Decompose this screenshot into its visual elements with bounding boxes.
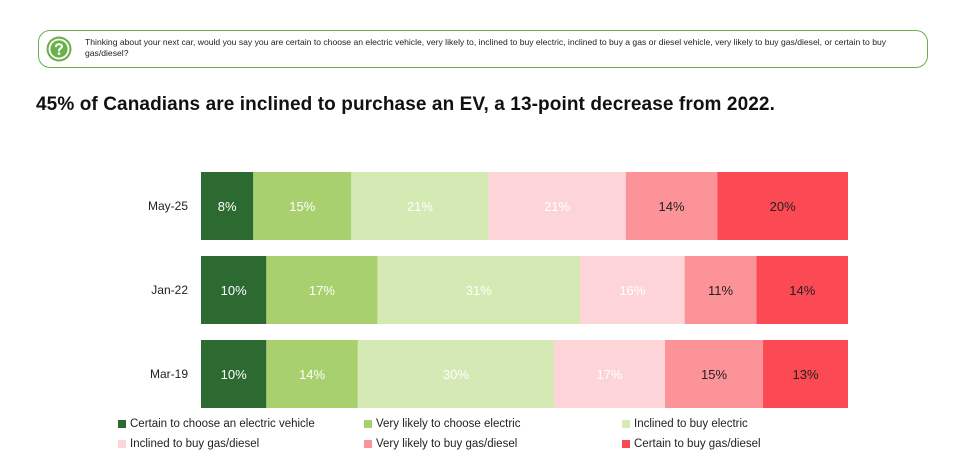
- legend-swatch: [622, 440, 630, 448]
- data-label: 8%: [218, 199, 237, 214]
- data-label: 17%: [309, 283, 335, 298]
- legend-label: Certain to choose an electric vehicle: [130, 418, 315, 430]
- legend-label: Inclined to buy electric: [634, 418, 748, 430]
- data-label: 11%: [708, 283, 733, 298]
- legend-label: Inclined to buy gas/diesel: [130, 438, 260, 450]
- legend-label: Very likely to buy gas/diesel: [376, 438, 518, 450]
- bar-segment: [717, 172, 848, 240]
- bar-segment: [201, 172, 254, 240]
- question-box: Thinking about your next car, would you …: [38, 30, 928, 68]
- legend-swatch: [364, 420, 372, 428]
- legend-item: Certain to choose an electric vehicle: [118, 418, 315, 430]
- bar-segment: [351, 172, 489, 240]
- bar-segment: [665, 340, 764, 408]
- bar-segment: [266, 340, 358, 408]
- data-label: 10%: [221, 283, 247, 298]
- bar-segment: [377, 256, 581, 324]
- bar-segment: [253, 172, 352, 240]
- legend-swatch: [622, 420, 630, 428]
- question-text: Thinking about your next car, would you …: [85, 37, 887, 58]
- bar-segment: [756, 256, 848, 324]
- bar-segment: [357, 340, 554, 408]
- bar-segment: [266, 256, 378, 324]
- data-label: 31%: [466, 283, 492, 298]
- legend-swatch: [118, 440, 126, 448]
- data-label: 21%: [407, 199, 433, 214]
- data-label: 16%: [619, 283, 645, 298]
- legend-swatch: [364, 440, 372, 448]
- legend-item: Certain to buy gas/diesel: [622, 438, 761, 450]
- legend-label: Very likely to choose electric: [376, 418, 521, 430]
- data-label: 15%: [701, 367, 727, 382]
- bar-segment: [201, 340, 267, 408]
- legend-item: Very likely to choose electric: [364, 418, 520, 430]
- data-label: 14%: [659, 199, 685, 214]
- bar-segment: [201, 256, 267, 324]
- bar-segment: [488, 172, 626, 240]
- legend-label: Certain to buy gas/diesel: [634, 438, 761, 450]
- data-label: 10%: [221, 367, 247, 382]
- bar-segment: [684, 256, 757, 324]
- legend-item: Inclined to buy gas/diesel: [118, 438, 259, 450]
- data-label: 20%: [770, 199, 796, 214]
- legend-swatch: [118, 420, 126, 428]
- legend-item: Very likely to buy gas/diesel: [364, 438, 517, 450]
- page-title: 45% of Canadians are inclined to purchas…: [36, 94, 775, 115]
- question-icon: [46, 36, 72, 62]
- data-label: 15%: [289, 199, 315, 214]
- legend: Certain to choose an electric vehicle Ver…: [118, 418, 918, 458]
- bar-segment: [580, 256, 685, 324]
- category-label: Mar-19: [150, 367, 188, 381]
- legend-item: Inclined to buy electric: [622, 418, 748, 430]
- data-label: 13%: [793, 367, 819, 382]
- category-label: May-25: [148, 199, 188, 213]
- data-label: 14%: [789, 283, 815, 298]
- category-label: Jan-22: [151, 283, 188, 297]
- bar-segment: [553, 340, 666, 408]
- bar-segment: [763, 340, 848, 408]
- data-label: 14%: [299, 367, 325, 382]
- data-label: 30%: [443, 367, 469, 382]
- data-label: 17%: [596, 367, 622, 382]
- data-label: 21%: [544, 199, 570, 214]
- bar-segment: [625, 172, 718, 240]
